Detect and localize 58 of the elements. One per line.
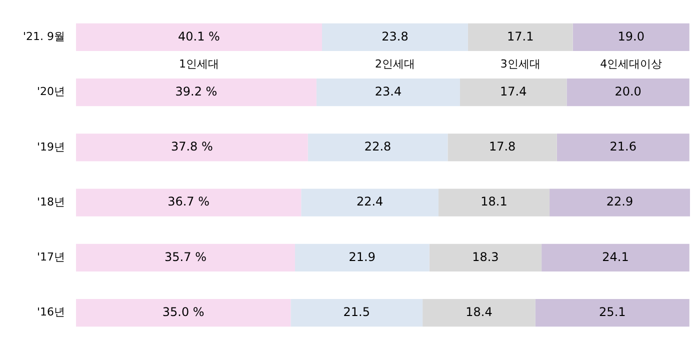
data-label: 17.8 — [488, 140, 516, 154]
data-label: 23.8 — [382, 29, 408, 44]
series-label: 2인세대 — [374, 58, 415, 71]
y-tick-label: '19년 — [36, 140, 66, 154]
y-tick-label: '17년 — [36, 250, 66, 264]
data-label: 19.0 — [618, 29, 644, 44]
bar — [542, 244, 690, 272]
bar — [294, 244, 430, 272]
series-label: 4인세대이상 — [600, 58, 662, 71]
data-label: 35.7 % — [164, 250, 206, 264]
bar — [316, 78, 460, 106]
bar — [290, 299, 423, 327]
y-tick-label: '21. 9월 — [22, 30, 66, 44]
data-label: 25.1 — [599, 304, 626, 319]
bar — [76, 78, 316, 106]
bar — [301, 188, 439, 216]
bar — [76, 23, 322, 51]
y-tick-label: '20년 — [36, 85, 66, 98]
data-label: 18.1 — [480, 194, 508, 209]
bar — [76, 188, 302, 216]
bar — [76, 244, 295, 272]
bar — [76, 299, 291, 327]
bar — [535, 299, 690, 327]
data-label: 18.3 — [472, 250, 499, 264]
data-label: 22.8 — [364, 140, 392, 154]
bar — [438, 188, 550, 216]
data-label: 35.0 % — [162, 304, 204, 319]
bar — [556, 134, 690, 162]
data-label: 21.6 — [610, 140, 636, 154]
bar — [76, 134, 308, 162]
series-label: 1인세대 — [178, 58, 219, 71]
series-label: 3인세대 — [500, 58, 540, 71]
bar — [308, 134, 448, 162]
y-tick-label: '16년 — [36, 306, 66, 319]
bar — [550, 188, 690, 216]
bar — [566, 78, 690, 106]
data-label: 21.5 — [343, 304, 370, 319]
y-tick-label: '18년 — [36, 195, 66, 208]
bar — [422, 299, 536, 327]
data-label: 17.4 — [500, 84, 527, 98]
bar — [460, 78, 567, 106]
data-label: 18.4 — [466, 304, 492, 319]
data-label: 21.9 — [348, 250, 376, 264]
bar — [322, 23, 468, 51]
data-label: 22.9 — [606, 194, 634, 209]
data-label: 17.1 — [507, 29, 534, 44]
bar — [572, 23, 690, 51]
data-label: 24.1 — [602, 250, 629, 264]
data-label: 23.4 — [374, 84, 402, 98]
data-label: 20.0 — [614, 84, 642, 98]
data-label: 36.7 % — [168, 194, 210, 209]
bar — [429, 244, 542, 272]
data-label: 22.4 — [356, 194, 384, 209]
bar — [468, 23, 573, 51]
data-label: 39.2 % — [175, 84, 218, 98]
data-label: 40.1 % — [178, 29, 220, 44]
bar — [448, 134, 557, 162]
data-label: 37.8 % — [170, 140, 213, 154]
